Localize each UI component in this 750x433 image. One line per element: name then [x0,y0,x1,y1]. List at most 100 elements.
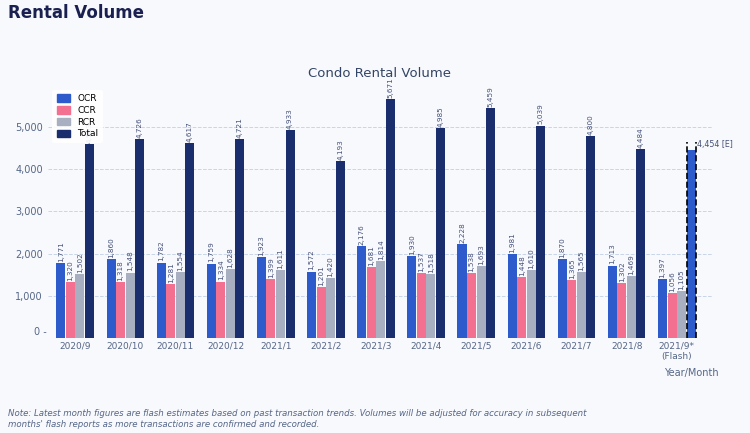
Text: 1,548: 1,548 [127,251,133,271]
Text: 4,454 [E]: 4,454 [E] [698,140,734,149]
Bar [677,291,686,338]
Bar [316,287,326,338]
Bar [637,149,646,338]
Text: Rental Volume: Rental Volume [8,4,143,23]
Bar [85,145,94,338]
Bar [608,265,617,338]
Bar [567,280,576,338]
Title: Condo Rental Volume: Condo Rental Volume [308,67,452,80]
Text: 1,056: 1,056 [669,271,675,292]
Bar [617,283,626,338]
Bar [116,282,125,338]
Text: 1,681: 1,681 [368,245,374,266]
Text: 4,800: 4,800 [588,114,594,135]
Bar [135,139,144,338]
Text: 1,713: 1,713 [610,244,616,265]
Bar [467,273,476,338]
Bar [166,284,176,338]
Text: 1,923: 1,923 [259,235,265,255]
Text: 0 -: 0 - [34,327,46,337]
Text: 4,933: 4,933 [287,108,293,129]
Bar [66,282,75,338]
Text: 1,399: 1,399 [268,257,274,278]
Bar [336,162,345,338]
Text: 1,759: 1,759 [209,242,214,262]
Legend: OCR, CCR, RCR, Total: OCR, CCR, RCR, Total [52,90,103,143]
Bar [357,246,366,338]
Bar [658,279,667,338]
Bar [526,270,536,338]
Bar [417,273,426,338]
Bar [257,257,266,338]
Bar [668,293,676,338]
Bar [586,136,596,338]
Bar [207,264,216,338]
Text: 1,782: 1,782 [158,241,164,262]
Text: 1,420: 1,420 [328,256,334,277]
Bar [157,263,166,338]
Text: 1,930: 1,930 [409,235,415,255]
Bar [367,267,376,338]
Text: 5,459: 5,459 [488,86,494,107]
Text: 1,281: 1,281 [168,262,174,283]
Bar [436,128,445,338]
Bar [407,256,416,338]
Text: 1,537: 1,537 [419,251,424,272]
Bar [56,263,65,338]
Text: 1,448: 1,448 [519,255,525,275]
Bar [386,99,394,338]
Bar [176,272,184,338]
Text: 4,593: 4,593 [86,123,92,143]
Text: 1,302: 1,302 [619,261,625,281]
Bar [307,271,316,338]
Bar [458,244,466,338]
Bar [185,143,194,338]
Text: 1,397: 1,397 [659,257,665,278]
Text: 2,176: 2,176 [358,224,364,245]
Text: 1,201: 1,201 [318,265,324,286]
Text: 1,565: 1,565 [578,250,584,271]
Bar [216,281,225,338]
Text: 1,554: 1,554 [177,250,183,271]
Text: 1,320: 1,320 [68,260,74,281]
Text: 4,985: 4,985 [437,106,443,127]
Bar [536,126,545,338]
Text: 1,611: 1,611 [278,248,284,268]
Text: 1,771: 1,771 [58,241,64,262]
Bar [125,272,134,338]
Text: Note: Latest month figures are flash estimates based on past transaction trends.: Note: Latest month figures are flash est… [8,409,586,429]
Text: 2,228: 2,228 [459,222,465,243]
Text: 1,693: 1,693 [478,245,484,265]
Text: 1,538: 1,538 [469,251,475,272]
Text: 1,334: 1,334 [217,259,223,280]
Bar [266,279,275,338]
Text: 1,105: 1,105 [679,269,685,290]
Bar [577,272,586,338]
Bar [518,277,526,338]
Text: 1,628: 1,628 [227,247,233,268]
Text: 1,610: 1,610 [528,248,534,269]
Bar [106,259,116,338]
Text: 5,671: 5,671 [387,77,393,98]
Bar [376,262,386,338]
Text: 1,318: 1,318 [118,260,124,281]
Bar [226,269,235,338]
Text: 1,860: 1,860 [108,237,114,258]
Text: 4,617: 4,617 [187,122,193,142]
Text: 1,572: 1,572 [308,249,314,270]
Bar [286,130,295,338]
Text: 1,518: 1,518 [428,252,434,272]
Text: 1,870: 1,870 [560,237,566,258]
Text: 4,726: 4,726 [136,117,142,138]
Bar [76,275,85,338]
Bar [427,274,436,338]
Text: 4,193: 4,193 [338,139,344,160]
Bar [476,266,485,338]
Bar [326,278,335,338]
Text: 4,721: 4,721 [237,117,243,138]
Bar [508,254,517,338]
Text: 5,039: 5,039 [538,104,544,124]
Bar [558,259,567,338]
Bar [686,150,696,338]
Text: 1,469: 1,469 [628,254,634,275]
